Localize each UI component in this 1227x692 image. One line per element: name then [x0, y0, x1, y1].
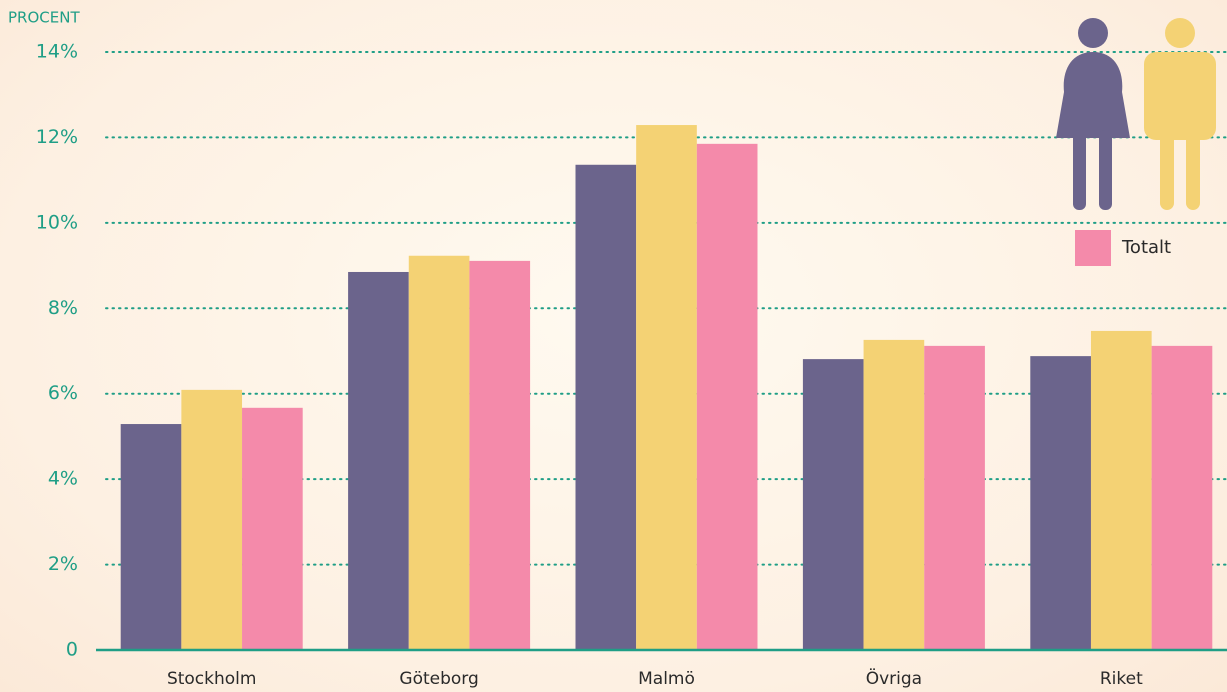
bar — [242, 407, 303, 650]
y-tick-label: 0 — [66, 639, 78, 661]
x-tick-label: Riket — [1100, 669, 1143, 689]
bar — [1151, 345, 1213, 650]
bar — [636, 125, 697, 650]
x-tick-label: Övriga — [866, 667, 922, 689]
x-tick-label: Stockholm — [167, 669, 257, 689]
bar — [1090, 330, 1152, 650]
legend-swatch — [1075, 230, 1111, 266]
bar — [575, 164, 637, 650]
bar — [348, 271, 409, 650]
x-tick-label: Göteborg — [399, 669, 478, 689]
bar — [120, 424, 182, 650]
bar — [924, 345, 985, 650]
bar — [863, 339, 925, 650]
y-tick-label: 6% — [48, 382, 78, 404]
legend-label: Totalt — [1121, 237, 1171, 258]
y-axis-label: PROCENT — [8, 9, 80, 27]
bar — [469, 260, 531, 650]
bar — [181, 389, 243, 650]
bar — [408, 255, 470, 651]
man-icon — [1144, 18, 1216, 210]
x-tick-label: Malmö — [638, 669, 695, 689]
y-tick-label: 14% — [36, 41, 78, 63]
y-tick-label: 8% — [48, 297, 78, 319]
bar — [1030, 356, 1091, 650]
y-tick-label: 12% — [36, 126, 78, 148]
y-tick-label: 2% — [48, 553, 78, 575]
bar — [696, 143, 758, 651]
y-tick-label: 10% — [36, 211, 78, 233]
woman-icon — [1056, 18, 1130, 210]
y-tick-label: 4% — [48, 468, 78, 490]
bar — [802, 359, 864, 650]
legend-icons — [1056, 18, 1216, 210]
